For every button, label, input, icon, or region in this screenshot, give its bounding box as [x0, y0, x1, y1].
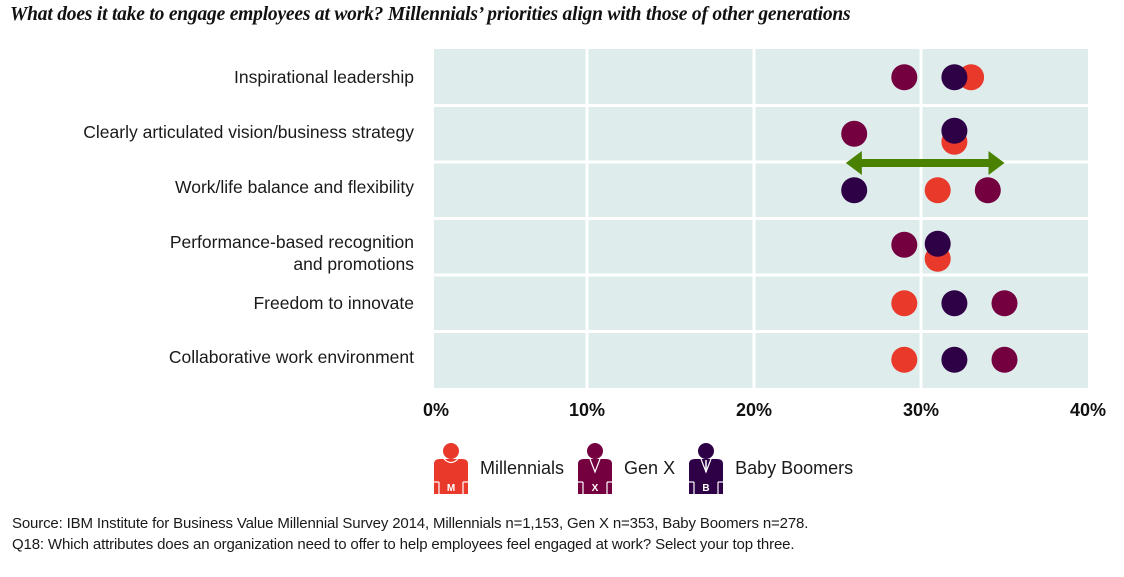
legend-label: Gen X [624, 457, 676, 478]
icon-head [587, 443, 604, 459]
data-point-baby-boomers [941, 346, 968, 373]
icon-letter: X [592, 483, 599, 494]
gen-x-person-icon: X [578, 443, 613, 494]
data-point-gen-x [974, 177, 1001, 204]
category-label-work-life-balance: Work/life balance and flexibility [175, 176, 414, 198]
question-line: Q18: Which attributes does an organizati… [12, 536, 795, 553]
data-point-millennials [891, 290, 918, 317]
legend: M Millennials X Gen X B Baby Boomers [430, 442, 863, 494]
category-label-text: Performance-based recognition [169, 232, 414, 252]
icon-head [443, 443, 459, 459]
legend-item-baby-boomers: B Baby Boomers [685, 442, 853, 494]
icon-body [578, 459, 613, 494]
horizontal-gridline [434, 217, 1088, 220]
category-label-text: and promotions [293, 254, 414, 274]
millennial-person-icon: M [434, 443, 468, 494]
data-point-baby-boomers [841, 177, 868, 204]
icon-collar [589, 458, 601, 474]
data-point-millennials [924, 177, 951, 204]
icon-head [698, 443, 715, 459]
plot-area [434, 49, 1088, 388]
chart-title: What does it take to engage employees at… [10, 4, 851, 25]
double-arrow-annotation [845, 151, 1005, 175]
data-point-gen-x [891, 231, 918, 258]
horizontal-gridline [434, 330, 1088, 333]
icon-body [434, 459, 468, 494]
icon-letter: B [702, 483, 709, 494]
category-label-collaborative-environment: Collaborative work environment [169, 346, 414, 368]
source-line: Source: IBM Institute for Business Value… [12, 515, 809, 532]
category-label-inspirational-leadership: Inspirational leadership [234, 66, 414, 88]
icon-letter: M [447, 483, 455, 494]
baby-boomer-person-icon: B [689, 443, 724, 494]
x-tick-label: 0% [422, 400, 450, 420]
legend-item-gen-x: X Gen X [574, 442, 675, 494]
category-label-performance-recognition: Performance-based recognition and promot… [170, 231, 414, 275]
x-tick-label: 40% [1069, 400, 1107, 420]
category-label-text: Work/life balance and flexibility [175, 177, 414, 197]
range-arrow-layer [845, 151, 1005, 175]
data-point-gen-x [841, 120, 868, 147]
data-point-gen-x [991, 346, 1018, 373]
x-tick-label: 10% [568, 400, 606, 420]
legend-label: Millennials [480, 457, 565, 478]
category-label-text: Clearly articulated vision/business stra… [83, 122, 414, 142]
x-tick-label: 30% [902, 400, 940, 420]
horizontal-gridline [434, 273, 1088, 277]
data-point-baby-boomers [941, 64, 968, 91]
data-point-gen-x [891, 64, 918, 91]
data-point-baby-boomers [941, 290, 968, 317]
horizontal-gridline [434, 104, 1088, 107]
x-tick-label: 20% [735, 400, 773, 420]
icon-body [689, 459, 724, 494]
data-point-millennials [891, 346, 918, 373]
legend-item-millennials: M Millennials [430, 442, 564, 494]
icon-collar [443, 458, 459, 464]
data-point-baby-boomers [924, 230, 951, 257]
data-point-baby-boomers [941, 117, 968, 144]
data-points [841, 64, 1018, 373]
source-note: Source: IBM Institute for Business Value… [12, 513, 808, 555]
category-label-freedom-innovate: Freedom to innovate [253, 292, 414, 314]
legend-label: Baby Boomers [735, 457, 854, 478]
category-label-text: Collaborative work environment [168, 347, 414, 367]
horizontal-gridline [434, 160, 1088, 164]
category-label-text: Inspirational leadership [234, 67, 414, 87]
category-label-clear-vision: Clearly articulated vision/business stra… [83, 121, 414, 143]
category-label-text: Freedom to innovate [253, 293, 414, 313]
data-point-gen-x [991, 290, 1018, 317]
plot-background [434, 49, 1088, 388]
